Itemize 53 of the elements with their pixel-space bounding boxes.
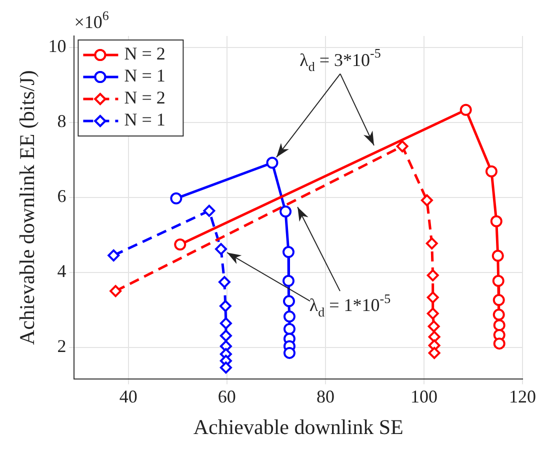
point — [493, 319, 506, 332]
point — [170, 192, 182, 204]
legend-label: N = 2 — [124, 44, 166, 64]
point — [493, 338, 506, 350]
point — [266, 156, 278, 169]
x-tick-label: 120 — [509, 386, 536, 407]
legend-label: N = 2 — [124, 88, 166, 108]
point — [492, 308, 505, 321]
point — [396, 140, 408, 152]
y-tick-label: 6 — [57, 186, 66, 206]
x-tick-label: 40 — [119, 386, 138, 407]
point — [203, 204, 216, 217]
x-axis-title: Achievable downlink SE — [193, 414, 404, 439]
point — [283, 310, 296, 323]
point — [426, 291, 439, 304]
point — [220, 330, 232, 342]
y-tick-label: 10 — [48, 36, 66, 56]
y-tick-label: 4 — [57, 261, 66, 282]
point — [492, 250, 504, 262]
point — [428, 320, 440, 332]
point — [220, 362, 232, 374]
point — [490, 215, 502, 228]
point — [492, 294, 505, 306]
y-axis-title: Achievable downlink EE (bits/J) — [15, 70, 40, 345]
point — [282, 246, 294, 258]
point — [426, 269, 439, 282]
point — [219, 300, 232, 312]
point — [218, 276, 230, 288]
point — [215, 243, 228, 256]
point — [282, 274, 294, 287]
y-tick-label: 8 — [57, 111, 66, 132]
point — [283, 346, 296, 359]
point — [283, 322, 296, 335]
point — [110, 285, 122, 298]
point — [174, 238, 186, 251]
point — [428, 330, 440, 343]
point — [280, 206, 292, 218]
point — [428, 346, 440, 359]
legend-label: N = 1 — [124, 110, 166, 130]
point — [426, 237, 438, 250]
point — [426, 308, 439, 320]
point — [220, 317, 232, 330]
x-tick-label: 100 — [410, 386, 438, 407]
point — [492, 274, 504, 287]
x-tick-label: 60 — [218, 386, 236, 407]
point — [485, 165, 498, 178]
x-tick-label: 80 — [316, 386, 334, 407]
point — [460, 104, 472, 116]
point — [282, 295, 295, 308]
point — [108, 249, 120, 262]
y-tick-label: 2 — [57, 336, 66, 356]
legend-label: N = 1 — [124, 66, 166, 86]
point — [420, 194, 433, 206]
